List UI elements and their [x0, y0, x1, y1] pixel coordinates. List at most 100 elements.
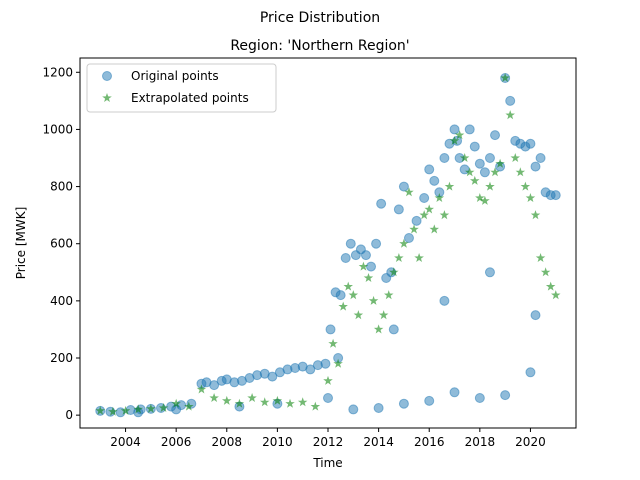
extrapolated-point — [449, 135, 460, 145]
extrapolated-point — [404, 187, 414, 197]
original-point — [500, 390, 511, 401]
extrapolated-point — [525, 193, 536, 202]
original-point — [439, 153, 450, 163]
x-tick-label: 2018 — [465, 435, 496, 449]
extrapolated-point — [540, 267, 551, 277]
original-point — [373, 403, 384, 413]
original-point — [464, 124, 475, 135]
original-point — [424, 395, 435, 406]
original-point — [376, 198, 387, 209]
x-tick-label: 2006 — [161, 435, 192, 449]
x-tick-label: 2012 — [313, 435, 344, 449]
extrapolated-point — [399, 238, 409, 248]
x-tick-label: 2010 — [262, 435, 293, 449]
original-point — [267, 371, 278, 382]
extrapolated-point — [490, 167, 500, 177]
original-point — [335, 290, 346, 301]
x-tick-label: 2016 — [414, 435, 445, 449]
original-point — [490, 130, 501, 141]
y-tick-label: 400 — [50, 294, 73, 308]
extrapolated-point — [434, 193, 445, 202]
original-point — [424, 164, 435, 175]
extrapolated-point — [505, 110, 515, 120]
extrapolated-point — [196, 384, 207, 394]
original-point — [209, 380, 220, 391]
legend-marker-original — [102, 71, 112, 81]
original-point — [469, 141, 480, 152]
extrapolated-point — [368, 295, 379, 305]
original-point — [340, 253, 351, 263]
original-point — [325, 324, 336, 335]
y-tick-label: 800 — [50, 180, 73, 194]
extrapolated-point — [133, 404, 143, 414]
original-point — [398, 181, 409, 192]
extrapolated-point — [465, 167, 475, 177]
extrapolated-point — [297, 397, 308, 407]
original-point — [305, 364, 316, 375]
extrapolated-point — [439, 210, 450, 220]
extrapolated-point — [545, 281, 556, 291]
extrapolated-point — [158, 403, 169, 412]
original-point — [398, 398, 409, 409]
original-point — [171, 404, 182, 415]
y-axis: 0 200 400 600 800 1000 1200 — [42, 65, 80, 422]
extrapolated-point — [530, 210, 541, 220]
points-layer — [95, 73, 561, 418]
original-point — [388, 324, 399, 335]
original-point — [393, 204, 404, 215]
x-tick-label: 2014 — [363, 435, 394, 449]
legend-marker-extrapolated — [102, 93, 112, 102]
original-point — [474, 393, 485, 403]
extrapolated-point — [95, 405, 105, 415]
original-point — [484, 153, 495, 163]
original-point — [411, 215, 422, 226]
extrapolated-point — [247, 393, 257, 402]
extrapolated-point — [419, 210, 429, 220]
extrapolated-point — [424, 204, 434, 214]
original-point — [348, 404, 359, 415]
extrapolated-point — [343, 281, 353, 291]
extrapolated-point — [333, 358, 343, 368]
extrapolated-point — [373, 324, 384, 334]
y-tick-label: 1200 — [42, 65, 73, 79]
original-point — [530, 161, 541, 172]
extrapolated-point — [429, 224, 439, 234]
original-point — [484, 267, 495, 278]
extrapolated-point — [414, 253, 424, 262]
original-point — [320, 358, 331, 369]
extrapolated-point — [485, 181, 495, 191]
original-point — [479, 167, 490, 178]
extrapolated-point — [120, 405, 131, 415]
legend-label-original: Original points — [131, 69, 219, 83]
original-point — [535, 153, 546, 163]
y-tick-label: 1000 — [42, 122, 73, 136]
legend-label-extrapolated: Extrapolated points — [131, 91, 249, 105]
extrapolated-point — [515, 167, 526, 177]
extrapolated-point — [495, 158, 505, 168]
extrapolated-point — [475, 193, 485, 202]
original-point — [366, 261, 377, 272]
original-point — [525, 367, 536, 378]
original-point — [429, 175, 440, 186]
extrapolated-point — [171, 398, 181, 408]
extrapolated-point — [184, 401, 194, 411]
chart-subtitle: Region: 'Northern Region' — [230, 38, 409, 54]
extrapolated-point — [394, 253, 404, 262]
legend: Original points Extrapolated points — [86, 63, 277, 113]
original-point — [360, 250, 371, 261]
extrapolated-point — [353, 310, 364, 320]
extrapolated-point — [338, 301, 348, 311]
extrapolated-point — [363, 273, 374, 282]
extrapolated-point — [222, 395, 232, 405]
extrapolated-point — [358, 261, 369, 271]
x-axis: 2004 2006 2008 2010 2012 2014 2016 2018 2020 — [110, 428, 546, 449]
y-tick-label: 200 — [50, 351, 73, 365]
extrapolated-point — [323, 375, 333, 385]
extrapolated-point — [520, 181, 531, 191]
original-point — [449, 124, 460, 135]
x-axis-label: Time — [312, 456, 342, 470]
original-point — [439, 295, 450, 306]
extrapolated-point — [551, 290, 561, 300]
extrapolated-point — [272, 395, 283, 405]
y-tick-label: 0 — [65, 408, 73, 422]
